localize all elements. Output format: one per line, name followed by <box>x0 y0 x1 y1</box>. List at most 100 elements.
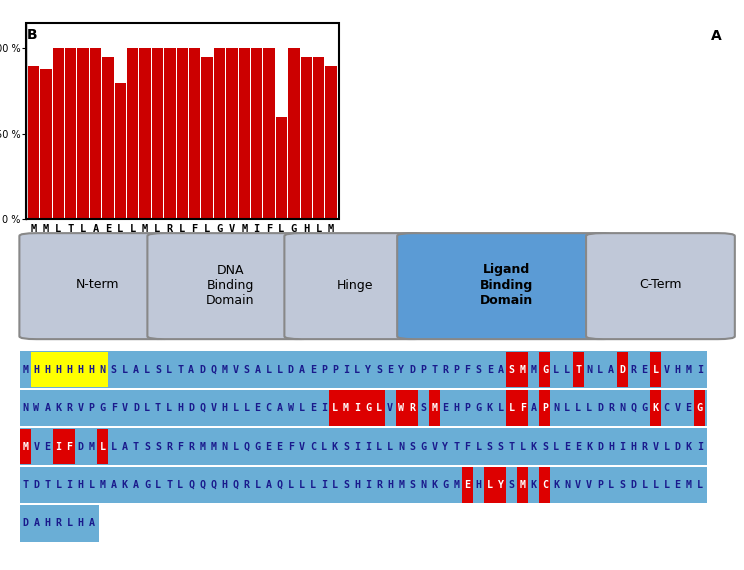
Text: 404: 404 <box>192 257 197 269</box>
Bar <box>617 352 628 388</box>
Text: L: L <box>321 442 327 451</box>
Text: V: V <box>675 403 681 413</box>
Text: S: S <box>487 442 493 451</box>
Bar <box>517 390 528 426</box>
Bar <box>276 117 287 219</box>
Bar <box>373 390 385 426</box>
Text: K: K <box>56 403 62 413</box>
Text: S: S <box>409 442 415 451</box>
Text: 425: 425 <box>266 257 272 269</box>
Bar <box>176 48 188 219</box>
Text: Q: Q <box>243 442 249 451</box>
Text: I: I <box>321 480 327 490</box>
Text: L: L <box>376 442 382 451</box>
Text: L: L <box>575 403 581 413</box>
Text: L: L <box>332 480 338 490</box>
Text: F: F <box>288 442 294 451</box>
Bar <box>189 48 200 219</box>
Text: L: L <box>509 403 515 413</box>
Text: 410: 410 <box>205 257 210 269</box>
Bar <box>115 83 126 219</box>
Text: 428: 428 <box>279 257 284 269</box>
Text: W: W <box>288 403 294 413</box>
Bar <box>694 390 705 426</box>
Text: L: L <box>376 403 382 413</box>
Text: C: C <box>310 442 315 451</box>
Text: 350: 350 <box>93 257 98 269</box>
Text: 521: 521 <box>292 257 296 269</box>
Text: I: I <box>365 442 371 451</box>
Text: Q: Q <box>211 365 217 374</box>
Text: H: H <box>66 365 73 374</box>
Text: I: I <box>321 403 327 413</box>
Text: L: L <box>641 480 647 490</box>
Bar <box>20 352 707 388</box>
Text: DNA
Binding
Domain: DNA Binding Domain <box>206 263 254 307</box>
Text: R: R <box>443 365 449 374</box>
Bar <box>102 57 114 219</box>
Bar <box>53 429 64 464</box>
Text: Ligand
Binding
Domain: Ligand Binding Domain <box>480 263 533 307</box>
Text: S: S <box>509 365 515 374</box>
Bar <box>152 48 163 219</box>
Text: F: F <box>520 403 526 413</box>
Bar <box>31 352 42 388</box>
Text: G: G <box>144 480 150 490</box>
Text: 421: 421 <box>242 257 247 269</box>
Text: A: A <box>133 480 139 490</box>
Text: M: M <box>686 480 692 490</box>
Text: H: H <box>77 365 83 374</box>
Text: T: T <box>509 442 515 451</box>
Text: L: L <box>100 442 106 451</box>
Text: M: M <box>343 403 349 413</box>
Text: H: H <box>475 480 481 490</box>
Text: N: N <box>22 403 28 413</box>
Bar <box>164 48 176 219</box>
Text: R: R <box>630 365 636 374</box>
Text: H: H <box>221 403 228 413</box>
Text: T: T <box>133 442 139 451</box>
Text: S: S <box>144 442 150 451</box>
Text: A: A <box>89 518 94 528</box>
Text: S: S <box>542 442 548 451</box>
Text: M: M <box>22 442 28 451</box>
Text: L: L <box>243 403 249 413</box>
Text: M: M <box>520 480 526 490</box>
Text: L: L <box>354 365 360 374</box>
Text: V: V <box>122 403 128 413</box>
Text: A: A <box>711 28 722 43</box>
Text: H: H <box>33 365 39 374</box>
Text: I: I <box>365 480 371 490</box>
Text: K: K <box>487 403 493 413</box>
Text: P: P <box>542 403 548 413</box>
Text: T: T <box>575 365 581 374</box>
Text: Q: Q <box>211 480 217 490</box>
Text: L: L <box>56 480 62 490</box>
Text: L: L <box>387 442 393 451</box>
Text: P: P <box>332 365 338 374</box>
Bar <box>97 352 109 388</box>
Text: S: S <box>376 365 382 374</box>
Text: F: F <box>66 442 73 451</box>
Text: 424: 424 <box>254 257 259 269</box>
Bar <box>28 66 39 219</box>
Text: M: M <box>89 442 94 451</box>
Text: L: L <box>254 480 260 490</box>
Text: P: P <box>89 403 94 413</box>
Text: S: S <box>343 442 349 451</box>
Text: A: A <box>609 365 615 374</box>
Text: L: L <box>586 403 592 413</box>
Text: E: E <box>254 403 260 413</box>
Text: L: L <box>564 365 570 374</box>
Text: A: A <box>277 403 283 413</box>
Text: K: K <box>432 480 437 490</box>
Text: S: S <box>619 480 625 490</box>
Text: A: A <box>531 403 537 413</box>
Text: C: C <box>542 480 548 490</box>
Text: 384: 384 <box>118 257 123 269</box>
Text: 391: 391 <box>155 257 160 269</box>
Text: 349: 349 <box>80 257 86 269</box>
Bar <box>20 428 707 465</box>
Text: N: N <box>586 365 592 374</box>
Text: V: V <box>33 442 39 451</box>
